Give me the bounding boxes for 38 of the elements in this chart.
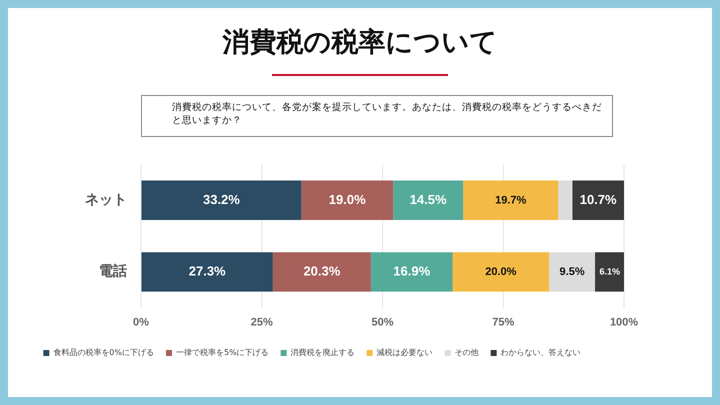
data-label: 33.2% [202,192,240,207]
bar [595,252,624,292]
bar [463,180,558,220]
data-label: 19.7% [495,194,527,206]
y-tick-label: ネット [85,192,127,208]
bar [301,180,394,220]
bar [393,180,464,220]
data-label: 20.3% [303,264,341,279]
data-label: 10.7% [580,192,618,207]
bar [558,180,572,220]
bar [142,252,273,292]
chart-subtitle: 消費税の税率について、各党が案を提示しています。あなたは、消費税の税率をどうするべきだと思いますか？ [141,95,613,137]
data-label: 14.5% [410,192,448,207]
bar [549,252,596,292]
data-label: 6.1% [599,266,620,276]
bar [572,180,624,220]
legend-label: 消費税を廃止する [290,348,355,358]
y-tick-label: 電話 [99,264,127,280]
x-tick-label: 100% [610,316,638,328]
data-label: 20.0% [485,266,517,278]
bar [370,252,453,292]
data-label: 27.3% [188,264,226,279]
chart-title: 消費税の税率について [221,26,498,60]
bar [272,252,371,292]
legend-label: わからない、答えない [500,348,581,358]
legend-label: 減税は必要ない [376,348,433,358]
bar [452,252,550,292]
x-tick-label: 0% [133,316,150,328]
legend-label: その他 [454,348,479,358]
bar [142,180,302,220]
x-tick-label: 75% [492,316,514,328]
data-label: 16.9% [393,264,431,279]
data-label: 19.0% [328,192,366,207]
x-tick-label: 50% [371,316,394,328]
legend-label: 一律で税率を5%に下げる [176,348,269,358]
legend-label: 食料品の税率を0%に下げる [53,348,154,358]
data-label: 9.5% [560,266,585,278]
x-tick-label: 25% [250,316,273,328]
